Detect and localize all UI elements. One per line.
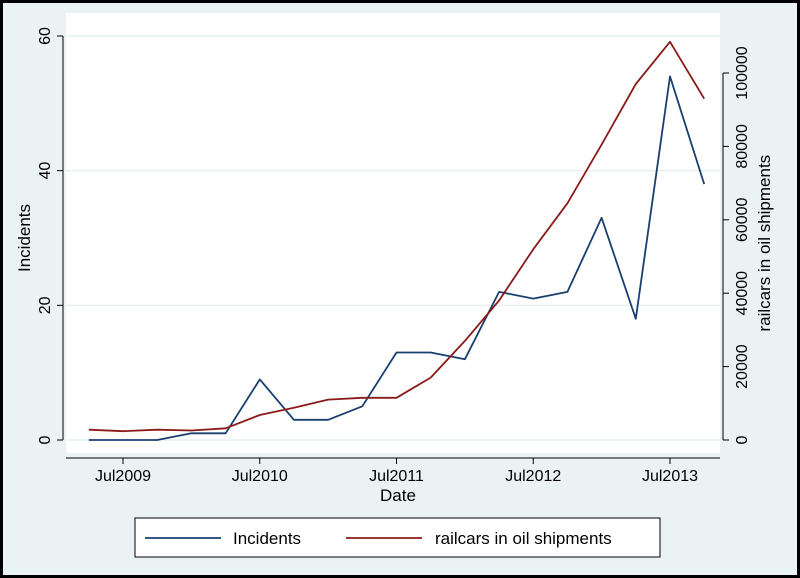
y-axis-title-right: railcars in oil shipments: [755, 155, 774, 332]
y-tick-label-left: 20: [37, 296, 54, 314]
legend-label: railcars in oil shipments: [435, 529, 612, 548]
x-tick-label: Jul2013: [642, 468, 698, 485]
line-chart: 0 20 40 60 Incidents 0 20000 40000 60000 80000 100…: [15, 13, 774, 558]
x-tick-label: Jul2011: [369, 468, 424, 485]
y-tick-label-right: 40000: [734, 271, 751, 316]
y-tick-label-right: 80000: [734, 124, 751, 169]
chart-frame: 0 20 40 60 Incidents 0 20000 40000 60000 80000 100…: [3, 3, 797, 575]
legend: Incidents railcars in oil shipments: [134, 517, 661, 558]
y-tick-label-right: 100000: [734, 46, 751, 99]
series-line-incidents: [88, 75, 706, 441]
y-tick-label-left: 40: [37, 162, 54, 180]
plot-area: [66, 13, 720, 453]
legend-label: Incidents: [233, 529, 301, 548]
series-line-railcars: [88, 40, 705, 433]
y-tick-label-right: 60000: [734, 197, 751, 242]
y-tick-label-left: 60: [37, 27, 54, 45]
y-axis-title-left: Incidents: [15, 204, 34, 272]
x-axis-title: Date: [380, 486, 416, 505]
x-tick-label: Jul2012: [505, 468, 561, 485]
x-tick-label: Jul2010: [232, 468, 288, 485]
x-tick-label: Jul2009: [95, 468, 151, 485]
y-tick-label-left: 0: [37, 435, 54, 444]
y-tick-label-right: 0: [734, 435, 751, 444]
y-tick-label-right: 20000: [734, 344, 751, 389]
